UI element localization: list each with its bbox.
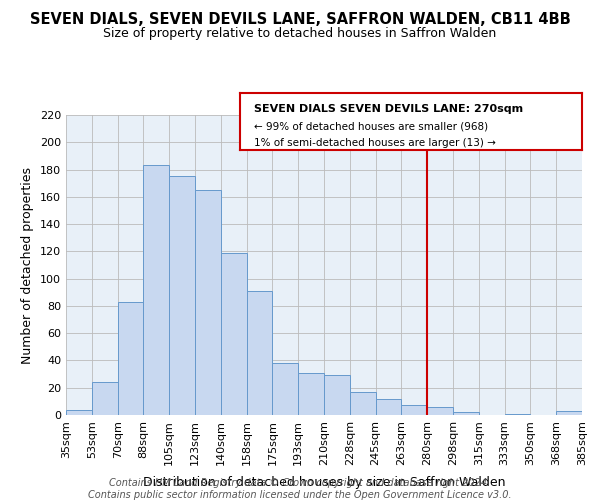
Bar <box>272 363 298 415</box>
Text: Contains HM Land Registry data © Crown copyright and database right 2024.: Contains HM Land Registry data © Crown c… <box>109 478 491 488</box>
Bar <box>298 372 324 415</box>
Text: Contains public sector information licensed under the Open Government Licence v3: Contains public sector information licen… <box>88 490 512 500</box>
Bar <box>324 376 350 415</box>
Bar <box>118 302 143 415</box>
Bar <box>92 382 118 415</box>
Bar <box>66 410 92 415</box>
Bar <box>195 190 221 415</box>
Text: SEVEN DIALS SEVEN DEVILS LANE: 270sqm: SEVEN DIALS SEVEN DEVILS LANE: 270sqm <box>254 104 523 114</box>
Bar <box>350 392 376 415</box>
Bar <box>427 407 453 415</box>
X-axis label: Distribution of detached houses by size in Saffron Walden: Distribution of detached houses by size … <box>143 476 505 489</box>
Bar <box>143 166 169 415</box>
Bar <box>169 176 195 415</box>
Y-axis label: Number of detached properties: Number of detached properties <box>22 166 34 364</box>
Text: Size of property relative to detached houses in Saffron Walden: Size of property relative to detached ho… <box>103 28 497 40</box>
Bar <box>505 414 530 415</box>
Bar <box>376 398 401 415</box>
Bar <box>247 291 272 415</box>
Bar <box>556 411 582 415</box>
Text: ← 99% of detached houses are smaller (968): ← 99% of detached houses are smaller (96… <box>254 121 488 131</box>
Bar <box>453 412 479 415</box>
Text: 1% of semi-detached houses are larger (13) →: 1% of semi-detached houses are larger (1… <box>254 138 496 148</box>
Text: SEVEN DIALS, SEVEN DEVILS LANE, SAFFRON WALDEN, CB11 4BB: SEVEN DIALS, SEVEN DEVILS LANE, SAFFRON … <box>29 12 571 28</box>
Bar <box>401 406 427 415</box>
Bar <box>221 252 247 415</box>
